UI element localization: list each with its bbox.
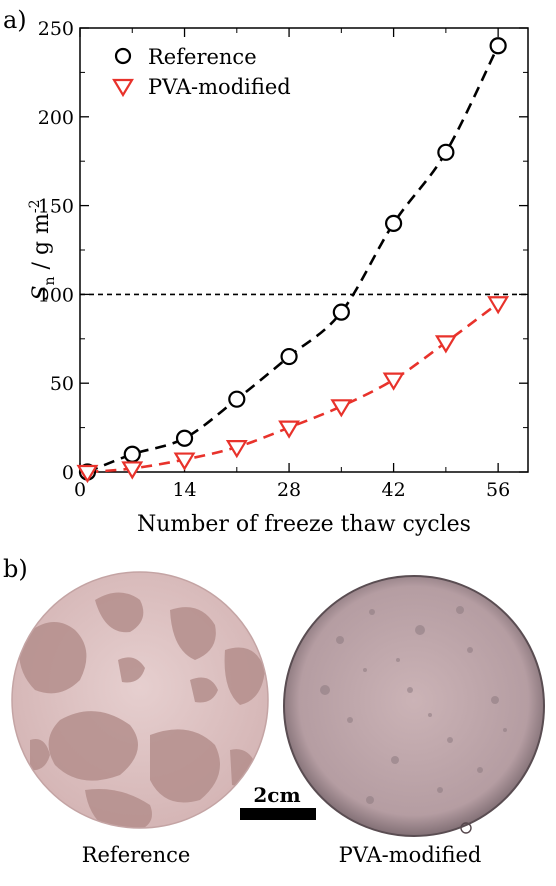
y-tick-label: 100 [38,284,74,306]
y-tick-label: 200 [38,107,74,129]
y-tick-label: 50 [50,373,74,395]
data-point-pva-modified [434,335,457,354]
y-tick-label: 150 [38,196,74,218]
y-axis-label-symbol: S [29,285,54,300]
y-axis-label-superscript: -2 [27,199,43,213]
chart: 0 50 100 150 200 250 0 14 28 42 56 Sn / g m-2 Num… [27,18,529,537]
panel-label-b: b) [3,555,28,583]
caption-reference: Reference [82,843,191,867]
data-point-reference [228,390,246,408]
x-axis-label: Number of freeze thaw cycles [137,512,471,537]
y-axis: 0 50 100 150 200 250 [38,18,528,484]
data-point-pva-modified [76,464,99,484]
x-tick-label: 0 [74,479,86,501]
data-point-pva-modified [487,296,510,315]
series-line-reference [86,45,500,474]
y-axis-label-subscript: n [42,276,58,285]
x-tick-label: 14 [172,479,196,501]
caption-pva-modified: PVA-modified [339,843,482,867]
legend-marker-pva [112,78,134,98]
data-point-pva-modified [121,461,144,480]
data-point-pva-modified [382,372,405,391]
data-point-reference [123,445,141,463]
data-point-reference [175,429,194,447]
y-tick-label: 250 [38,18,74,40]
data-point-reference [280,347,298,366]
scale-bar [240,808,316,820]
data-point-reference [385,214,403,232]
photo-pva-modified [283,575,545,837]
x-tick-label: 28 [277,479,301,501]
data-point-pva-modified [330,399,353,418]
y-tick-label: 0 [62,462,74,484]
data-point-pva-modified [278,420,301,439]
panel-label-a: a) [3,6,27,34]
legend-label-reference: Reference [148,45,257,69]
legend-label-pva: PVA-modified [148,75,291,99]
y-axis-label: Sn / g m-2 [27,199,58,300]
data-point-reference [489,37,507,55]
data-point-pva-modified [225,440,248,459]
x-tick-label: 56 [486,479,510,501]
data-point-reference [332,303,350,321]
legend: Reference PVA-modified [112,45,291,99]
y-axis-label-units: / g m [29,213,54,276]
legend-marker-reference [114,47,132,65]
x-tick-label: 42 [382,479,406,501]
data-point-reference [437,143,455,161]
series-layer [76,37,510,484]
data-point-pva-modified [173,452,196,471]
series-line-pva-modified [87,302,499,474]
photo-reference [11,571,269,829]
scale-bar-label: 2cm [253,783,300,807]
